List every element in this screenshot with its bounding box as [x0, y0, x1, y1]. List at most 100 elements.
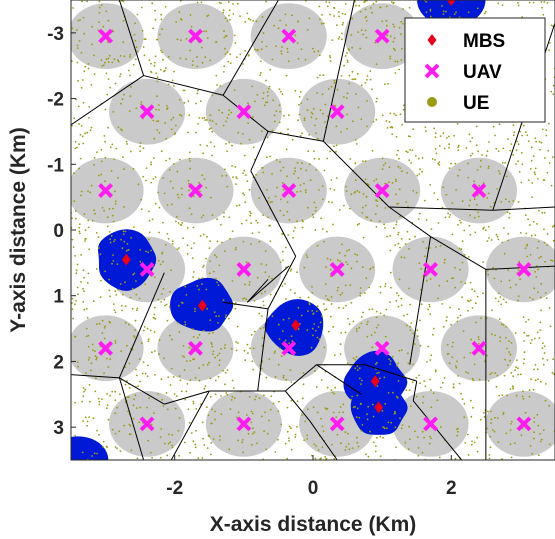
ue-point	[130, 237, 133, 239]
ue-point	[429, 8, 432, 11]
ue-point	[169, 180, 172, 183]
ue-point	[553, 373, 555, 376]
ue-point	[201, 117, 204, 120]
ue-point	[201, 61, 204, 64]
ue-point	[105, 10, 108, 13]
ue-point	[457, 375, 459, 377]
ue-point	[202, 364, 205, 366]
ue-point	[271, 58, 274, 61]
ue-point	[78, 143, 80, 146]
ue-point	[332, 223, 334, 226]
ue-point	[334, 386, 337, 389]
cell-boundary	[389, 206, 493, 211]
ue-point	[198, 379, 201, 382]
ue-point	[279, 261, 282, 263]
ue-point	[377, 324, 380, 326]
ue-point	[278, 104, 281, 107]
uav-marker	[236, 262, 252, 277]
ue-point	[499, 172, 501, 175]
ue-point	[349, 284, 352, 286]
ue-point	[537, 378, 539, 381]
ue-point	[421, 170, 423, 173]
ue-point	[140, 198, 143, 201]
ue-point	[259, 74, 262, 77]
ue-point	[100, 4, 103, 7]
ue-point	[437, 162, 440, 165]
ue-point	[172, 187, 175, 190]
ue-point	[402, 108, 405, 111]
ue-point	[351, 395, 353, 398]
uav-marker	[471, 340, 487, 356]
ue-point	[287, 128, 289, 131]
ue-point	[345, 445, 348, 448]
ue-point	[97, 236, 100, 239]
ue-point	[410, 322, 413, 324]
ue-point	[84, 132, 86, 135]
ue-point	[133, 33, 136, 36]
ue-point	[268, 419, 270, 422]
ue-point	[487, 410, 489, 413]
ue-point	[322, 303, 325, 305]
ue-point	[395, 114, 397, 117]
ue-point	[123, 240, 126, 243]
ue-point	[281, 46, 283, 48]
ue-point	[147, 338, 150, 340]
ue-point	[107, 19, 110, 22]
ue-point	[362, 311, 364, 314]
ue-point	[489, 446, 492, 449]
ue-point	[544, 292, 547, 294]
ue-point	[522, 316, 525, 318]
ue-point	[288, 437, 290, 440]
ue-point	[537, 209, 540, 212]
ue-point	[356, 394, 359, 397]
ue-point	[438, 161, 441, 164]
ue-point	[178, 331, 181, 333]
ue-point	[172, 376, 175, 378]
ue-point	[409, 303, 412, 306]
ue-point	[533, 287, 536, 290]
ue-point	[71, 124, 73, 127]
ue-point	[539, 433, 541, 435]
ue-point	[187, 179, 190, 182]
ue-point	[91, 219, 94, 222]
uav-marker-stroke	[516, 416, 532, 432]
ue-point	[432, 392, 435, 395]
ue-point	[188, 207, 191, 210]
ue-point	[250, 421, 253, 424]
ue-point	[428, 442, 431, 445]
ue-point	[327, 201, 330, 203]
ue-point	[82, 101, 85, 104]
ue-point	[143, 38, 146, 40]
ue-point	[112, 207, 114, 210]
ue-point	[328, 55, 331, 57]
ue-point	[365, 277, 368, 280]
ue-point	[311, 113, 314, 115]
ue-point	[119, 450, 122, 452]
ue-point	[352, 406, 355, 409]
ue-point	[320, 457, 322, 459]
ue-point	[244, 20, 247, 23]
ue-point	[72, 246, 75, 248]
ue-point	[188, 421, 191, 424]
ue-point	[301, 219, 304, 222]
ue-point	[119, 55, 122, 57]
ue-point	[421, 451, 424, 454]
ue-point	[95, 377, 97, 380]
ue-point	[265, 79, 267, 82]
ue-point	[322, 228, 324, 230]
ue-point	[477, 211, 480, 214]
ue-point	[493, 201, 495, 204]
ue-point	[539, 440, 542, 443]
ue-point	[85, 307, 88, 310]
ue-point	[216, 84, 218, 86]
ue-point	[327, 88, 330, 90]
ue-point	[531, 339, 533, 341]
ue-point	[90, 184, 93, 187]
ue-point	[187, 100, 190, 103]
ue-point	[315, 117, 318, 120]
ue-point	[154, 61, 156, 64]
ue-point	[457, 224, 459, 226]
ue-point	[231, 395, 234, 398]
ue-point	[397, 233, 399, 236]
ue-point	[548, 162, 551, 164]
